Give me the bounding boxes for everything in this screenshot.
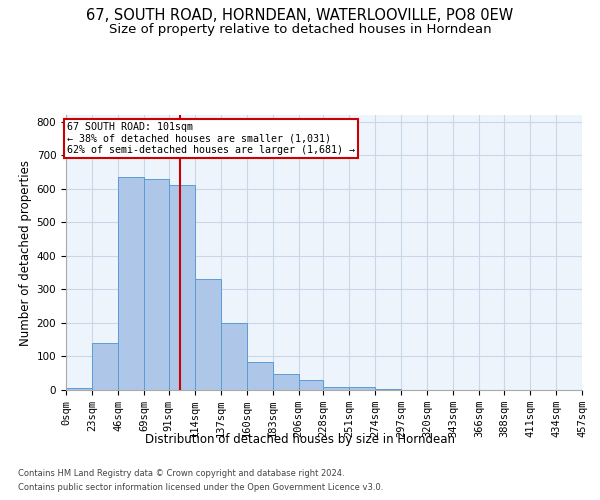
Bar — [144, 178, 169, 390]
Bar — [247, 362, 272, 390]
Text: 67 SOUTH ROAD: 101sqm
← 38% of detached houses are smaller (1,031)
62% of semi-d: 67 SOUTH ROAD: 101sqm ← 38% of detached … — [67, 122, 355, 155]
Bar — [118, 177, 144, 390]
Bar — [195, 280, 221, 390]
Bar — [221, 323, 247, 390]
Bar — [66, 388, 92, 390]
Text: Distribution of detached houses by size in Horndean: Distribution of detached houses by size … — [145, 432, 455, 446]
Text: Contains public sector information licensed under the Open Government Licence v3: Contains public sector information licen… — [18, 482, 383, 492]
Bar — [349, 386, 376, 390]
Bar — [272, 374, 299, 390]
Bar — [299, 380, 323, 390]
Bar — [323, 386, 349, 390]
Bar — [169, 186, 195, 390]
Text: Size of property relative to detached houses in Horndean: Size of property relative to detached ho… — [109, 22, 491, 36]
Text: 67, SOUTH ROAD, HORNDEAN, WATERLOOVILLE, PO8 0EW: 67, SOUTH ROAD, HORNDEAN, WATERLOOVILLE,… — [86, 8, 514, 22]
Y-axis label: Number of detached properties: Number of detached properties — [19, 160, 32, 346]
Text: Contains HM Land Registry data © Crown copyright and database right 2024.: Contains HM Land Registry data © Crown c… — [18, 469, 344, 478]
Bar — [92, 343, 118, 390]
